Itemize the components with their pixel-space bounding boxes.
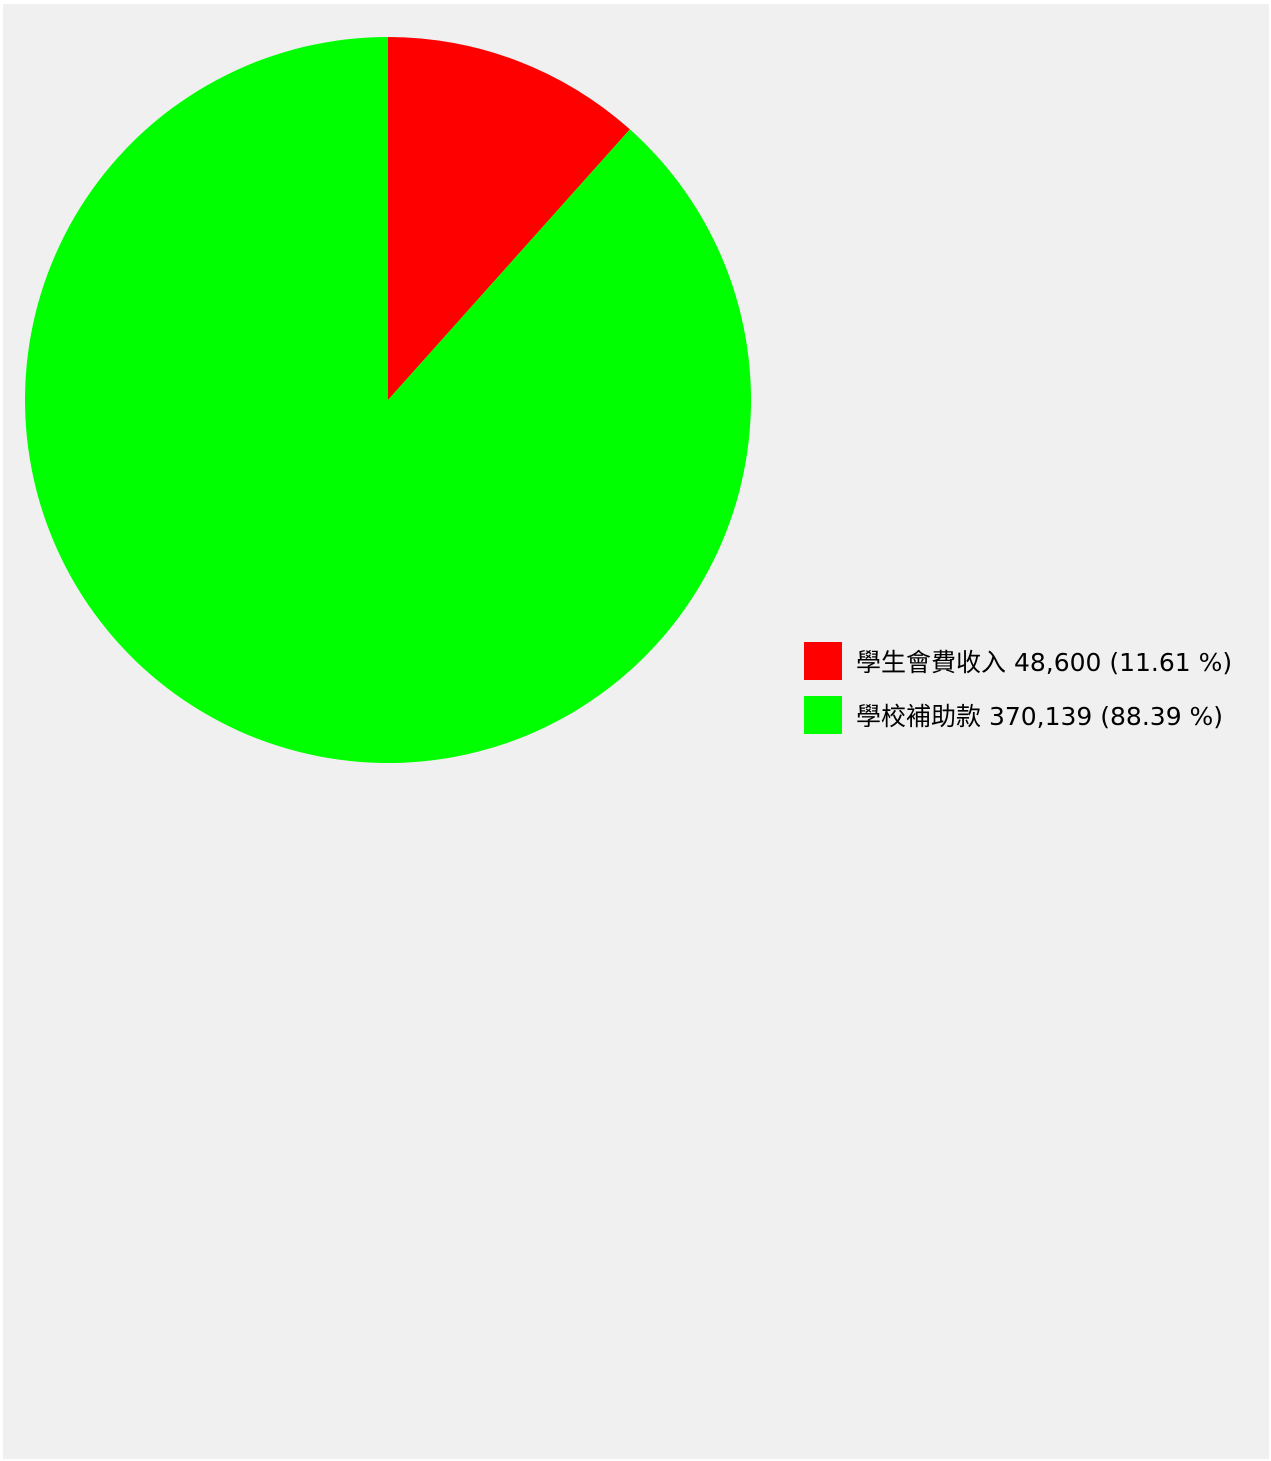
legend-swatch-student-fees [804,642,842,680]
legend-item-student-fees: 學生會費收入 48,600 (11.61 %) [804,642,1232,680]
legend-label-student-fees: 學生會費收入 48,600 (11.61 %) [856,648,1233,677]
legend-item-school-subsidy: 學校補助款 370,139 (88.39 %) [804,696,1232,734]
pie-slice-student-fees [388,37,630,400]
pie-slice-school-subsidy [24,37,751,764]
chart-panel: 學生會費收入 48,600 (11.61 %) 學校補助款 370,139 (8… [3,4,1269,1459]
legend: 學生會費收入 48,600 (11.61 %) 學校補助款 370,139 (8… [804,642,1232,750]
pie-chart [24,37,751,764]
legend-label-school-subsidy: 學校補助款 370,139 (88.39 %) [856,702,1224,731]
legend-swatch-school-subsidy [804,696,842,734]
